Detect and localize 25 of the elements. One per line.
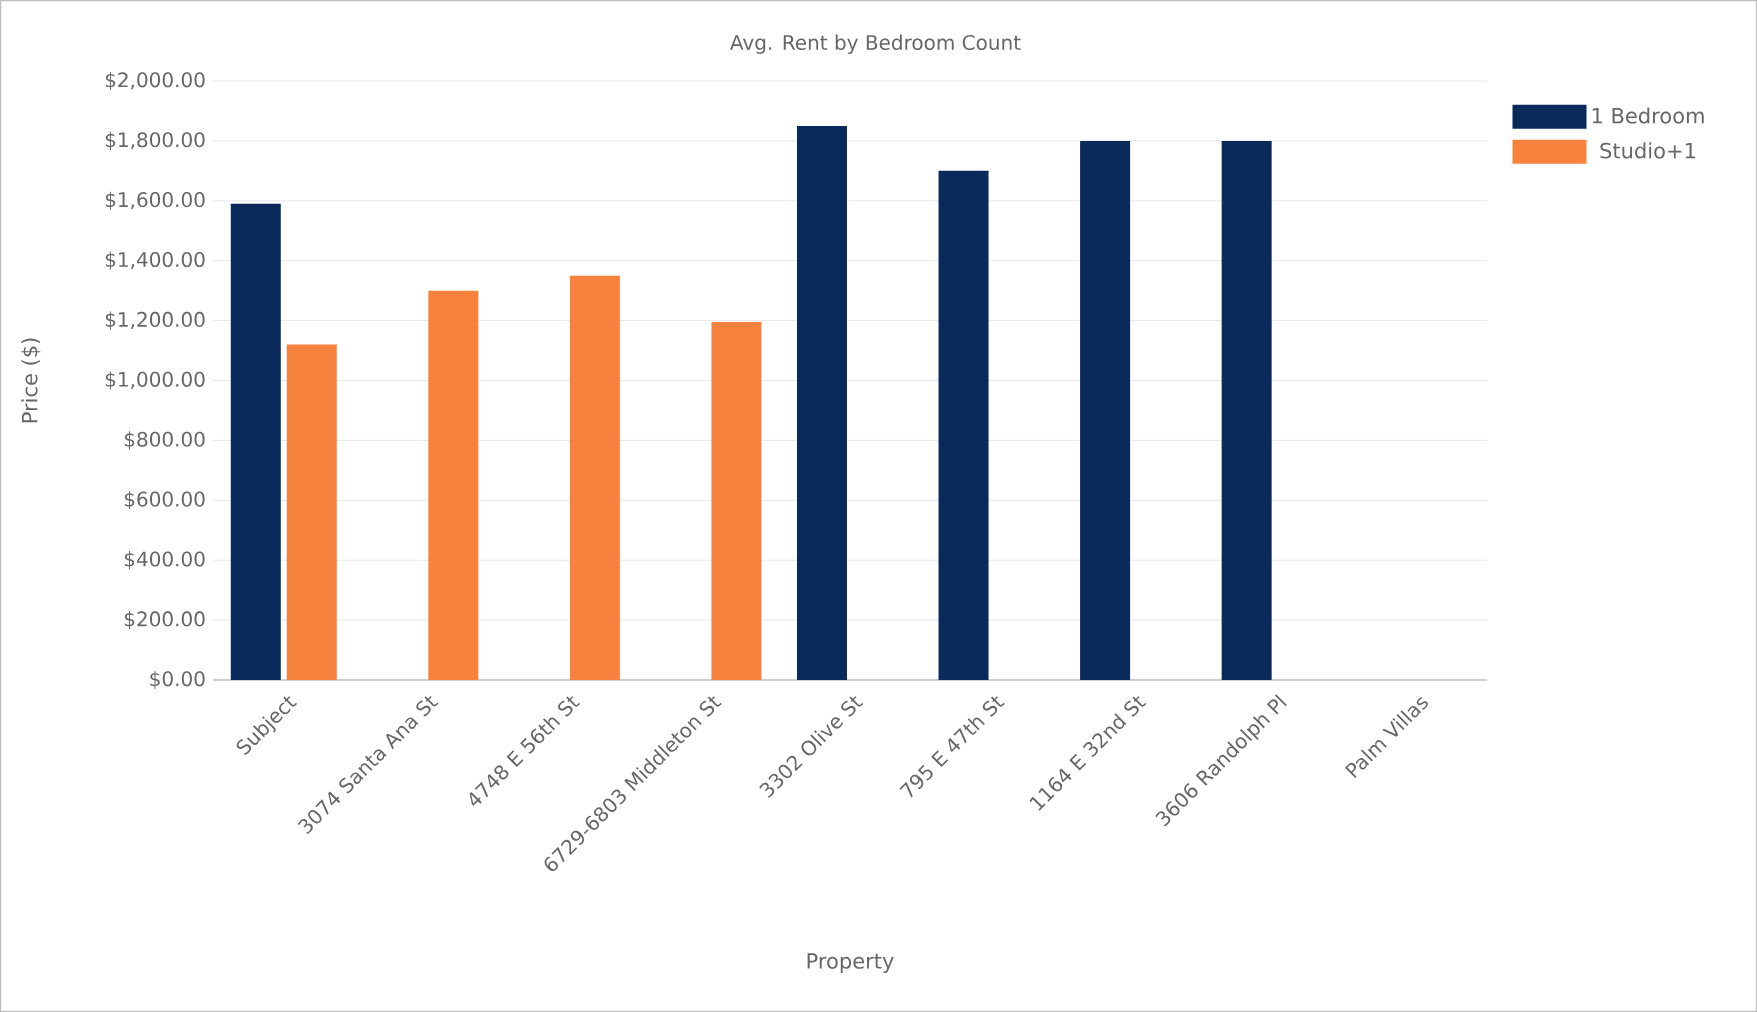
- legend-label: 1 Bedroom: [1592, 107, 1704, 124]
- y-tick-label: $0.00: [150, 670, 205, 690]
- y-tick-label: $1,800.00: [105, 131, 205, 150]
- bar: [711, 322, 762, 680]
- y-tick-label: $1,400.00: [105, 251, 205, 270]
- legend-label: Studio+1: [1600, 142, 1695, 159]
- y-tick-label: $1,000.00: [105, 371, 205, 390]
- y-tick-label: $1,600.00: [105, 191, 205, 210]
- y-tick-label: $400.00: [124, 551, 205, 570]
- y-tick-label: $800.00: [124, 431, 205, 450]
- chart-title: Avg. Rent by Bedroom Count: [730, 34, 1021, 54]
- bar: [286, 344, 337, 680]
- y-tick-label: $2,000.00: [105, 71, 205, 91]
- x-axis-title: Property: [807, 953, 894, 973]
- bar: [938, 170, 989, 680]
- y-tick-label: $1,200.00: [105, 311, 205, 330]
- bar: [1221, 140, 1272, 680]
- bar: [796, 125, 847, 680]
- bar: [428, 290, 479, 680]
- y-tick-label: $600.00: [124, 491, 205, 510]
- y-axis-title: Price ($): [21, 338, 41, 423]
- y-tick-label: $200.00: [124, 611, 205, 630]
- bar: [230, 203, 281, 680]
- bar: [569, 275, 620, 680]
- bar: [1080, 140, 1131, 680]
